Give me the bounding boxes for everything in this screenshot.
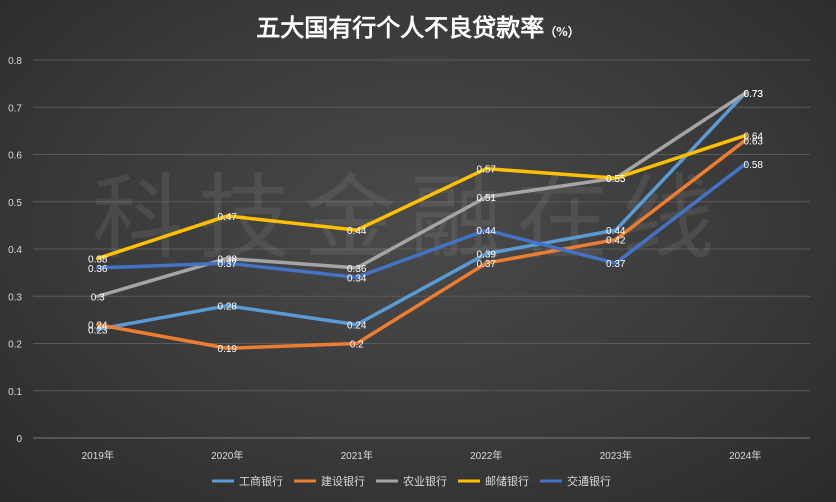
data-label: 0.73 <box>744 89 764 100</box>
data-label: 0.3 <box>91 292 105 303</box>
data-label: 0.58 <box>744 160 764 171</box>
legend-label: 建设银行 <box>321 474 365 488</box>
legend-label: 农业银行 <box>403 474 447 488</box>
y-tick-label: 0.5 <box>8 198 22 209</box>
data-labels: 0.230.280.240.390.440.730.240.19 0.20.370… <box>88 89 763 355</box>
data-label: 0.44 <box>347 226 367 237</box>
series-line-1 <box>96 138 747 350</box>
legend-label: 工商银行 <box>239 474 283 488</box>
data-label: 0.44 <box>477 226 497 237</box>
x-tick-label: 2024年 <box>729 449 761 462</box>
x-tick-label: 2020年 <box>211 449 243 462</box>
x-tick-label: 2019年 <box>82 449 114 462</box>
data-label: 0.36 <box>88 264 108 275</box>
data-label: 0.24 <box>347 321 367 332</box>
data-label: 0.37 <box>477 259 497 270</box>
data-label: 0.55 <box>606 174 626 185</box>
data-label: 0.36 <box>347 264 367 275</box>
data-label: 0.47 <box>218 212 238 223</box>
data-label: 0.19 <box>218 344 238 355</box>
x-tick-label: 2021年 <box>341 449 373 462</box>
data-label: 0.63 <box>744 136 764 147</box>
x-tick-label: 2022年 <box>470 449 502 462</box>
y-axis: 0 0.1 0.2 0.3 0.4 0.5 0.6 0.7 0.8 <box>8 56 22 445</box>
y-tick-label: 0 <box>16 434 22 445</box>
data-label: 0.73 <box>744 89 764 100</box>
x-axis: 2019年 2020年 2021年 2022年 2023年 2024年 <box>82 449 762 462</box>
data-label: 0.28 <box>218 302 238 313</box>
data-label: 0.44 <box>606 226 626 237</box>
y-tick-label: 0.7 <box>8 103 22 114</box>
data-label: 0.23 <box>88 325 108 336</box>
y-tick-label: 0.1 <box>8 387 22 398</box>
watermark: 科技金融在线 <box>92 165 728 272</box>
legend: 工商银行 建设银行 农业银行 邮储银行 交通银行 <box>212 474 611 488</box>
gridlines <box>33 59 810 439</box>
data-label: 0.34 <box>347 273 367 284</box>
data-label: 0.64 <box>744 132 764 143</box>
y-tick-label: 0.3 <box>8 292 22 303</box>
data-label: 0.38 <box>88 254 108 265</box>
chart-title-unit: （%） <box>544 24 579 39</box>
data-label: 0.42 <box>606 236 626 247</box>
series-line-3 <box>96 133 747 261</box>
y-tick-label: 0.4 <box>8 245 22 256</box>
chart-title-group: 五大国有行个人不良贷款率（%） <box>256 13 579 42</box>
data-label: 0.38 <box>218 254 238 265</box>
data-label: 0.24 <box>88 321 108 332</box>
data-label: 0.39 <box>477 250 497 261</box>
data-label: 0.37 <box>606 259 626 270</box>
series-line-4 <box>96 162 747 280</box>
y-tick-label: 0.2 <box>8 340 22 351</box>
series-lines <box>96 91 747 350</box>
data-label: 0.37 <box>218 259 238 270</box>
data-label: 0.51 <box>477 193 497 204</box>
y-tick-label: 0.8 <box>8 56 22 67</box>
watermark-text: 科技金融在线 <box>92 165 728 272</box>
chart-title: 五大国有行个人不良贷款率 <box>256 13 544 42</box>
legend-label: 邮储银行 <box>485 474 529 488</box>
data-label: 0.2 <box>350 340 364 351</box>
x-tick-label: 2023年 <box>600 449 632 462</box>
data-label: 0.57 <box>477 165 497 176</box>
y-tick-label: 0.6 <box>8 151 22 162</box>
legend-label: 交通银行 <box>567 474 611 488</box>
svg-text:五大国有行个人不良贷款率（%）: 五大国有行个人不良贷款率（%） <box>256 13 579 42</box>
data-label: 0.55 <box>606 174 626 185</box>
series-line-0 <box>96 91 747 332</box>
